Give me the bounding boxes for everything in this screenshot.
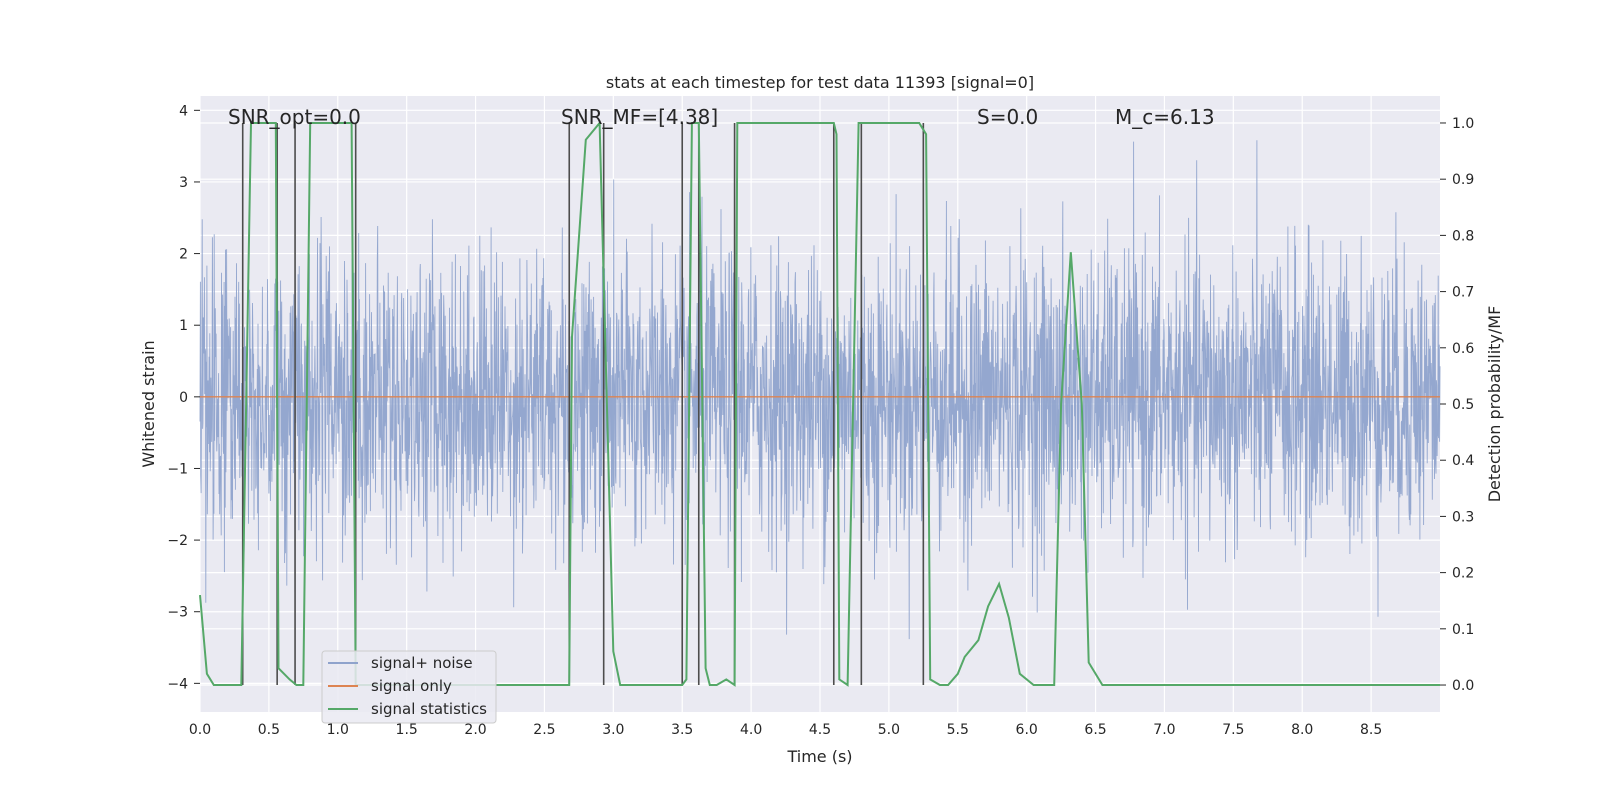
y-tick-label: −1 [167,461,188,477]
x-tick-label: 2.0 [464,722,486,738]
y2-tick-label: 0.0 [1452,678,1474,694]
x-tick-label: 8.0 [1291,722,1313,738]
x-axis-label: Time (s) [786,747,852,766]
y2-tick-label: 0.1 [1452,622,1474,638]
y2-tick-label: 0.3 [1452,509,1474,525]
y2-tick-label: 1.0 [1452,116,1474,132]
legend: signal+ noise signal only signal statist… [321,650,497,724]
x-tick-label: 5.5 [947,722,969,738]
y-tick-label: −3 [167,605,188,621]
legend-box [321,650,497,724]
y-tick-label: −2 [167,533,188,549]
x-tick-label: 3.0 [602,722,624,738]
y2-tick-label: 0.9 [1452,172,1474,188]
noise-series [199,140,1441,640]
x-tick-label: 6.0 [1016,722,1038,738]
y-ticks: −4 −3 −2 −1 0 1 2 3 4 [167,103,200,692]
y2-tick-label: 0.7 [1452,285,1474,301]
signal-statistics-line [199,120,1440,687]
y-tick-label: 4 [179,103,188,119]
x-tick-label: 3.5 [671,722,693,738]
x-tick-label: 4.5 [809,722,831,738]
legend-label-statistics: signal statistics [371,700,487,718]
legend-label-signal-only: signal only [371,677,452,695]
annotation-mc: M_c=6.13 [1115,105,1215,129]
annotation-snr-opt: SNR_opt=0.0 [228,105,361,129]
y-tick-label: 1 [179,318,188,334]
y2-axis-label: Detection probability/MF [1485,306,1504,503]
x-tick-label: 4.0 [740,722,762,738]
x-tick-label: 6.5 [1084,722,1106,738]
y2-ticks: 0.0 0.1 0.2 0.3 0.4 0.5 0.6 0.7 0.8 0.9 1.0 [1440,116,1474,694]
y-tick-label: 0 [179,390,188,406]
y2-tick-label: 0.2 [1452,566,1474,582]
y-axis-label: Whitened strain [139,340,158,467]
chart-title: stats at each timestep for test data 113… [606,73,1034,92]
y-tick-label: 2 [179,247,188,263]
legend-label-noise: signal+ noise [371,654,473,672]
y2-tick-label: 0.8 [1452,228,1474,244]
x-tick-label: 7.5 [1222,722,1244,738]
y2-tick-label: 0.6 [1452,341,1474,357]
x-tick-label: 2.5 [533,722,555,738]
y2-tick-label: 0.4 [1452,453,1474,469]
x-tick-label: 1.0 [327,722,349,738]
y-tick-label: 3 [179,175,188,191]
noise-trace [199,140,1441,640]
y-tick-label: −4 [167,676,188,692]
x-tick-label: 0.5 [258,722,280,738]
x-tick-label: 8.5 [1360,722,1382,738]
x-tick-label: 7.0 [1153,722,1175,738]
y2-tick-label: 0.5 [1452,397,1474,413]
x-tick-label: 5.0 [878,722,900,738]
x-tick-label: 0.0 [189,722,211,738]
annotation-s: S=0.0 [977,105,1038,129]
x-ticks: 0.0 0.5 1.0 1.5 2.0 2.5 3.0 3.5 4.0 4.5 5.0 5.5 6.0 6… [189,722,1382,738]
annotation-snr-mf: SNR_MF=[4.38] [561,105,718,129]
x-tick-label: 1.5 [396,722,418,738]
